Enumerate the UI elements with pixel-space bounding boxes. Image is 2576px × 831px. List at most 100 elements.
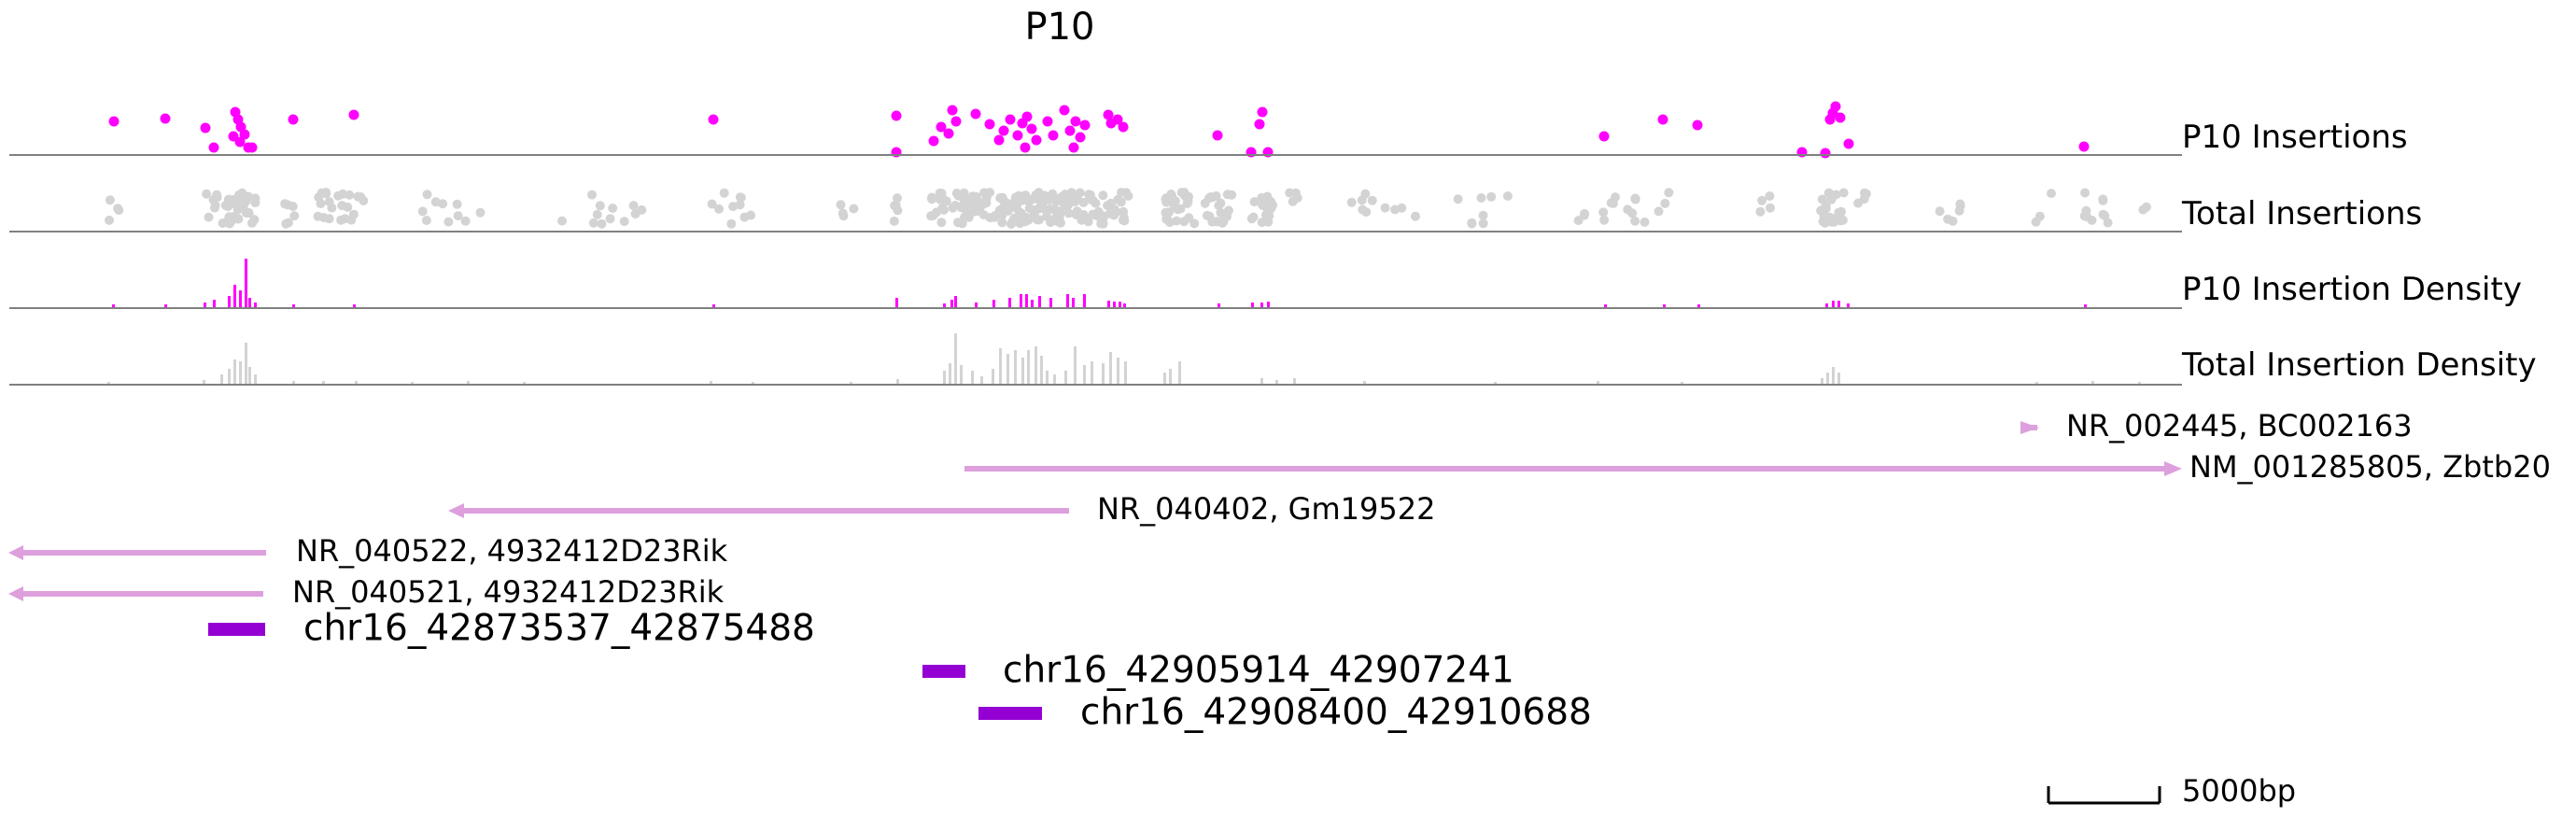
p10-density-bar — [1020, 294, 1022, 307]
total-insertion-point — [324, 197, 334, 207]
total-insertion-point — [989, 212, 999, 222]
total-density-bar — [896, 379, 899, 384]
p10-density-bar — [1107, 301, 1110, 307]
p10-insertion-point — [947, 105, 958, 116]
p10-insertion-point — [1020, 142, 1031, 153]
total-insertion-point — [1766, 203, 1775, 213]
total-density-bar — [1837, 373, 1840, 384]
total-insertion-point — [1034, 188, 1044, 198]
total-density-bar — [1053, 374, 1056, 384]
total-density-bar — [1124, 361, 1127, 384]
p10-insertion-point — [1070, 116, 1081, 127]
p10-insertion-point — [1012, 130, 1023, 141]
total-insertion-point — [1263, 217, 1274, 227]
total-density-bar — [1109, 352, 1112, 384]
p10-insertion-point — [1005, 114, 1016, 125]
total-density-bar — [960, 365, 963, 384]
total-density-bar — [992, 369, 994, 384]
total-insertion-point — [2081, 205, 2091, 216]
total-insertion-point — [105, 215, 114, 225]
total-density-bar — [2138, 382, 2141, 384]
total-density-label: Total Insertion Density — [2181, 346, 2537, 384]
total-insertion-point — [939, 204, 949, 215]
total-insertion-point — [430, 197, 441, 207]
peak-label: chr16_42908400_42910688 — [1080, 692, 1592, 734]
p10-insertion-point — [1048, 130, 1059, 141]
peak-bar — [208, 623, 265, 636]
p10-density-bar — [1218, 303, 1220, 307]
p10-density-bar — [1025, 294, 1028, 307]
total-density-bar — [1021, 358, 1024, 384]
p10-density-bar — [239, 290, 242, 307]
total-insertion-point — [345, 190, 355, 200]
p10-insertion-point — [108, 116, 120, 127]
p10-density-label: P10 Insertion Density — [2182, 271, 2522, 308]
scale-bar: 5000bp — [2047, 773, 2296, 809]
peak-bar — [922, 665, 965, 678]
p10-insertion-point — [1103, 109, 1114, 120]
total-insertion-point — [324, 214, 334, 224]
p10-density-bar — [233, 285, 236, 307]
total-insertion-point — [836, 200, 846, 210]
total-insertion-point — [1654, 206, 1664, 217]
total-insertion-point — [2103, 218, 2113, 228]
p10-density-bar — [248, 298, 251, 307]
p10-density-bar — [1260, 303, 1263, 307]
total-density-bar — [850, 382, 852, 384]
p10-density-bar — [2084, 304, 2087, 307]
gene-annotations: NR_002445, BC002163 NM_001285805, Zbtb20… — [8, 408, 2551, 610]
total-density-bar — [1027, 350, 1030, 384]
total-insertion-point — [735, 200, 745, 210]
total-insertion-point — [1390, 204, 1401, 215]
total-insertion-point — [250, 198, 260, 207]
total-insertion-point — [2141, 202, 2151, 212]
total-insertion-point — [962, 205, 972, 216]
total-density-bar — [1826, 373, 1829, 384]
total-density-bar — [1821, 378, 1823, 384]
gene-arrow — [2164, 461, 2182, 476]
total-insertion-point — [1078, 210, 1089, 219]
total-density-bar — [971, 371, 974, 384]
total-density-bar — [254, 374, 257, 384]
total-insertion-point — [1598, 207, 1609, 218]
gene-label: NM_001285805, Zbtb20 — [2189, 449, 2551, 485]
p10-insertion-point — [1598, 131, 1610, 142]
total-insertion-point — [1024, 204, 1035, 213]
total-insertion-point — [281, 218, 291, 229]
p10-insertion-point — [936, 121, 947, 133]
p10-insertion-point — [1843, 138, 1854, 149]
total-insertion-point — [1098, 190, 1108, 201]
total-insertion-point — [746, 210, 756, 220]
total-insertion-point — [893, 193, 902, 204]
p10-density-bar — [1832, 301, 1835, 307]
total-insertion-point — [1819, 204, 1829, 214]
total-insertion-point — [1121, 188, 1132, 198]
total-insertion-point — [951, 189, 962, 198]
total-insertion-point — [113, 204, 123, 214]
p10-insertion-point — [1079, 120, 1091, 131]
total-insertion-point — [997, 192, 1007, 203]
total-insertion-point — [353, 191, 363, 202]
total-density-bar — [1293, 378, 1296, 384]
total-insertion-point — [1502, 191, 1513, 201]
total-density-bar — [355, 381, 358, 384]
p10-insertion-point — [950, 116, 962, 127]
total-density-bar — [411, 382, 414, 384]
total-insertion-point — [1367, 195, 1377, 205]
total-insertion-point — [719, 188, 729, 198]
total-insertion-point — [1755, 206, 1766, 217]
total-insertion-point — [619, 217, 629, 227]
gene-body — [21, 550, 266, 556]
gene-body — [964, 466, 2169, 472]
p10-insertion-point — [984, 119, 995, 130]
total-insertion-point — [608, 204, 618, 213]
p10-insertion-point — [1830, 101, 1841, 112]
total-insertion-point — [728, 202, 739, 212]
total-density-bar — [1006, 354, 1009, 384]
total-density-bar — [1064, 371, 1067, 384]
total-insertion-point — [1467, 218, 1477, 229]
total-density-bar — [467, 381, 470, 384]
gene-label: NR_040402, Gm19522 — [1097, 491, 1435, 527]
p10-density-bar — [1697, 304, 1700, 307]
total-insertion-point — [1169, 200, 1179, 210]
